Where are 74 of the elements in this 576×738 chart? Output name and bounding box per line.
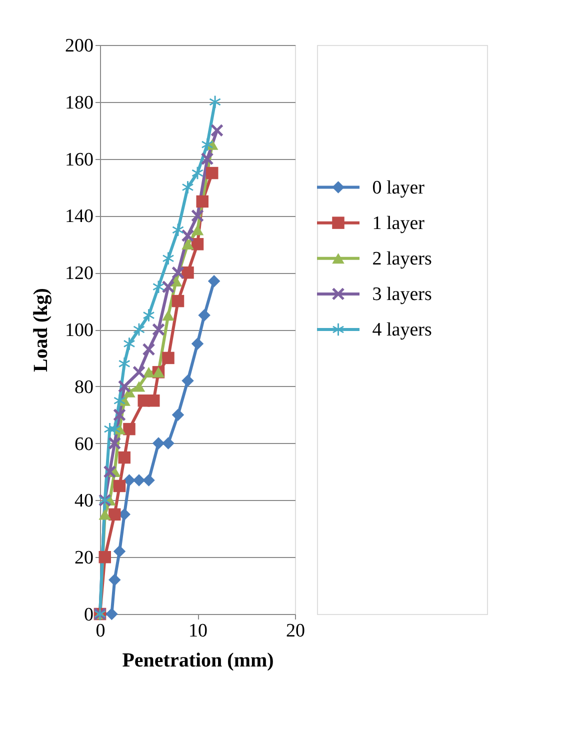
point: [191, 210, 204, 222]
y-tick-label: 100: [65, 320, 94, 341]
x-tick-label: 10: [188, 620, 208, 642]
point: [118, 451, 130, 464]
y-axis-title: Load (kg): [30, 288, 52, 372]
point: [162, 280, 174, 293]
point: [98, 550, 111, 564]
point: [124, 338, 135, 350]
point: [113, 545, 126, 558]
point: [108, 508, 121, 521]
legend-label: 0 layer: [372, 177, 426, 198]
point: [208, 275, 220, 288]
point: [98, 509, 111, 520]
point: [118, 358, 130, 370]
point: [104, 466, 116, 478]
y-tick-label: 200: [65, 36, 94, 56]
legend-label: 4 layers: [372, 320, 432, 340]
point: [172, 294, 184, 308]
point: [172, 408, 184, 421]
point: [172, 266, 184, 279]
y-tick-label: 60: [74, 434, 94, 455]
point: [182, 229, 194, 242]
point: [206, 166, 218, 180]
x-tick-label: 20: [286, 620, 305, 642]
point: [162, 352, 174, 364]
point: [142, 343, 155, 356]
point: [118, 380, 130, 393]
y-tick-label: 160: [65, 149, 94, 170]
legend-label: 2 layers: [372, 248, 432, 270]
point: [182, 181, 194, 194]
point: [152, 323, 165, 336]
legend-label: 1 layer: [372, 212, 426, 234]
y-tick-label: 80: [74, 376, 94, 398]
point: [132, 366, 146, 378]
point: [196, 195, 208, 208]
point: [106, 608, 118, 620]
point: [123, 422, 136, 436]
point: [209, 96, 221, 108]
x-axis-title: Penetration (mm): [122, 650, 274, 672]
point: [142, 474, 155, 486]
point: [201, 152, 214, 165]
point: [143, 309, 154, 322]
point: [148, 394, 160, 407]
point: [142, 366, 155, 378]
point: [162, 437, 174, 450]
point: [192, 166, 204, 180]
y-tick-label: 120: [65, 263, 94, 284]
point: [182, 266, 194, 279]
point: [152, 437, 165, 450]
point: [162, 252, 174, 264]
point: [170, 276, 182, 286]
point: [108, 574, 121, 586]
point: [152, 280, 164, 293]
point: [191, 338, 204, 350]
point: [113, 408, 126, 421]
point: [132, 381, 146, 392]
y-tick-label: 180: [65, 92, 94, 114]
legend-label: 3 layers: [372, 284, 432, 305]
point: [108, 437, 121, 450]
point: [162, 310, 174, 321]
point: [198, 309, 210, 322]
point: [123, 474, 136, 486]
point: [182, 238, 194, 250]
y-tick-label: 20: [74, 548, 94, 569]
y-tick-label: 140: [65, 206, 94, 228]
point: [191, 238, 204, 250]
point: [182, 374, 194, 387]
y-tick-label: 40: [74, 490, 94, 512]
point: [191, 224, 204, 236]
point: [132, 474, 146, 486]
point: [210, 124, 224, 136]
point: [113, 480, 126, 492]
y-tick-label: 0: [84, 604, 94, 626]
point: [202, 138, 213, 151]
